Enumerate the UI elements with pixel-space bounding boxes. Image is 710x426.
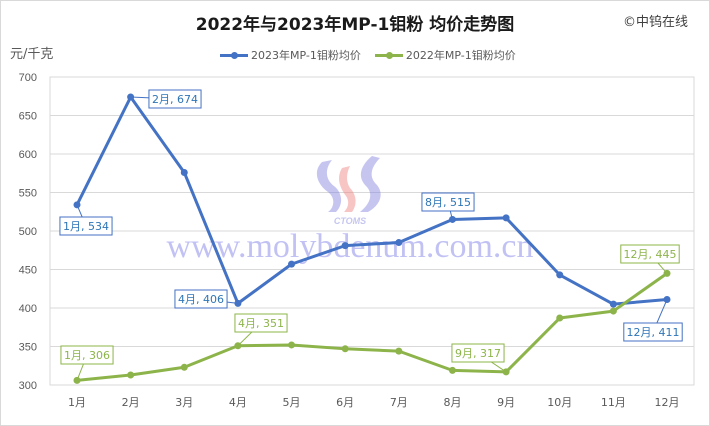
data-label-text: 4月, 406	[178, 293, 224, 306]
y-tick-label: 300	[19, 380, 37, 392]
y-tick-label: 650	[19, 111, 37, 123]
data-label-box	[421, 192, 475, 212]
y-tick-label: 450	[19, 265, 37, 277]
legend-item-2023[interactable]: 2023年MP-1钼粉均价	[220, 47, 361, 63]
data-label-text: 1月, 534	[63, 220, 109, 233]
data-point[interactable]	[180, 168, 188, 176]
ctoms-logo-watermark: CTOMS	[316, 156, 381, 226]
chart-legend: 2023年MP-1钼粉均价 2022年MP-1钼粉均价	[220, 47, 516, 63]
y-tick-label: 550	[19, 188, 37, 200]
data-label-box	[148, 89, 202, 109]
legend-label: 2023年MP-1钼粉均价	[251, 49, 361, 62]
data-point[interactable]	[609, 300, 617, 308]
data-point[interactable]	[556, 271, 564, 279]
data-label-box	[451, 343, 505, 363]
x-tick-label: 3月	[175, 396, 193, 409]
y-axis-unit-label: 元/千克	[10, 47, 54, 62]
data-label-text: 8月, 515	[425, 196, 471, 209]
x-tick-label: 1月	[68, 396, 86, 409]
x-tick-label: 9月	[497, 396, 515, 409]
data-point[interactable]	[341, 242, 349, 250]
chart-title: 2022年与2023年MP-1钼粉 均价走势图	[195, 15, 515, 35]
data-point[interactable]	[556, 314, 564, 322]
data-label-box	[620, 244, 680, 264]
data-point[interactable]	[502, 214, 510, 222]
data-label-box	[174, 289, 228, 309]
x-tick-label: 11月	[601, 396, 626, 409]
series-line-2022	[76, 272, 668, 382]
data-label-box	[623, 322, 683, 342]
data-label-text: 9月, 317	[455, 347, 501, 360]
data-label-box	[60, 345, 114, 365]
copyright-text: ©中钨在线	[622, 15, 688, 30]
data-label-box	[234, 313, 288, 333]
x-tick-label: 12月	[655, 396, 680, 409]
y-tick-label: 400	[19, 303, 37, 315]
x-tick-label: 10月	[547, 396, 572, 409]
x-tick-label: 4月	[229, 396, 247, 409]
data-label-text: 2月, 674	[152, 93, 198, 106]
data-label-text: 1月, 306	[64, 349, 110, 362]
data-point[interactable]	[609, 307, 617, 315]
x-tick-label: 8月	[443, 396, 461, 409]
data-point[interactable]	[341, 345, 349, 353]
y-tick-label: 500	[19, 226, 37, 238]
x-tick-label: 5月	[283, 396, 301, 409]
x-tick-label: 2月	[122, 396, 140, 409]
data-label-text: 12月, 445	[624, 248, 677, 261]
legend-item-2022[interactable]: 2022年MP-1钼粉均价	[374, 47, 516, 63]
data-point[interactable]	[288, 341, 296, 349]
data-point[interactable]	[395, 347, 403, 355]
series-line-2023	[75, 95, 668, 306]
data-point[interactable]	[448, 366, 456, 374]
x-tick-label: 7月	[390, 396, 408, 409]
data-label-box	[59, 216, 113, 236]
data-point[interactable]	[395, 239, 403, 247]
data-point[interactable]	[288, 260, 296, 268]
legend-line-icon	[374, 51, 403, 59]
legend-label: 2022年MP-1钼粉均价	[405, 49, 516, 62]
svg-text:CTOMS: CTOMS	[334, 216, 366, 226]
data-label-text: 12月, 411	[627, 326, 680, 339]
y-tick-label: 350	[19, 342, 37, 354]
data-label-text: 4月, 351	[238, 317, 284, 330]
y-tick-label: 600	[19, 149, 37, 161]
x-tick-label: 6月	[336, 396, 354, 409]
legend-line-icon	[220, 51, 248, 59]
y-tick-label: 700	[19, 72, 37, 84]
data-point[interactable]	[127, 371, 135, 379]
data-point[interactable]	[180, 363, 188, 371]
